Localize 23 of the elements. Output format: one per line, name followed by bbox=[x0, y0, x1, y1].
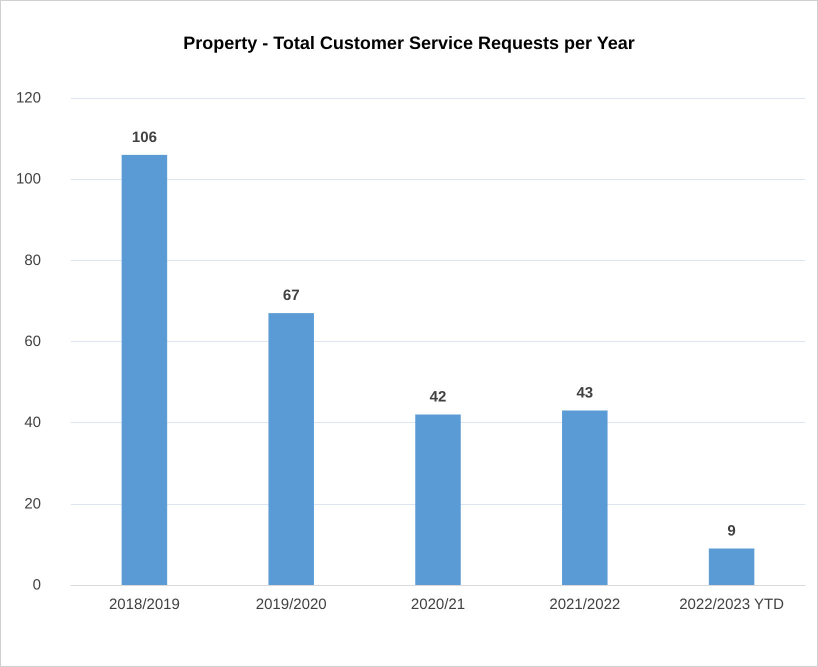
x-tick-label: 2021/2022 bbox=[549, 596, 620, 613]
chart-title: Property - Total Customer Service Requests per Year bbox=[183, 33, 635, 53]
y-tick-label: 20 bbox=[24, 495, 41, 512]
bar bbox=[708, 548, 754, 585]
bar bbox=[268, 313, 314, 585]
y-tick-label: 60 bbox=[24, 333, 41, 350]
data-label: 67 bbox=[282, 287, 300, 304]
y-tick-label: 80 bbox=[24, 252, 41, 269]
x-tick-label: 2018/2019 bbox=[108, 596, 180, 613]
data-label: 42 bbox=[430, 388, 446, 406]
data-label: 106 bbox=[132, 128, 157, 146]
data-label: 9 bbox=[727, 522, 736, 540]
x-tick-label: 2020/21 bbox=[410, 596, 466, 613]
x-tick-label: 2019/2020 bbox=[256, 596, 327, 613]
bar bbox=[562, 410, 608, 585]
data-label: 43 bbox=[576, 384, 594, 402]
y-tick-label: 100 bbox=[16, 170, 41, 188]
bar bbox=[415, 414, 461, 585]
y-tick-label: 0 bbox=[32, 576, 41, 594]
y-tick-label: 120 bbox=[16, 90, 41, 106]
x-tick-label: 2022/2023 YTD bbox=[679, 596, 784, 613]
y-tick-label: 40 bbox=[24, 414, 41, 432]
bar bbox=[122, 154, 168, 585]
